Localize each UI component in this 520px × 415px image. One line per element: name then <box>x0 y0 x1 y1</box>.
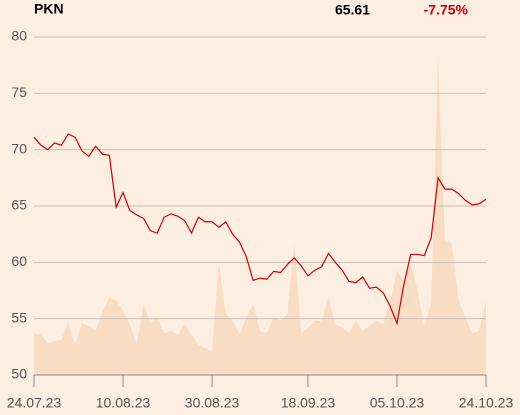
price: 65.61 <box>335 2 370 18</box>
price-line <box>33 133 487 326</box>
volume-area <box>34 57 486 375</box>
x-tick-label: 05.10.23 <box>370 395 425 411</box>
y-tick-label: 75 <box>11 84 27 100</box>
y-tick-label: 60 <box>11 253 27 269</box>
y-tick-label: 70 <box>11 140 27 156</box>
x-tick-label: 18.09.23 <box>281 395 336 411</box>
x-tick-label: 24.10.23 <box>459 395 514 411</box>
y-tick-label: 65 <box>11 197 27 213</box>
change: -7.75% <box>424 2 469 18</box>
x-tick-label: 10.08.23 <box>96 395 151 411</box>
y-tick-label: 55 <box>11 309 27 325</box>
x-tick-label: 30.08.23 <box>185 395 240 411</box>
ticker: PKN <box>34 1 64 17</box>
y-tick-label: 80 <box>11 28 27 44</box>
x-tick-label: 24.07.23 <box>7 395 62 411</box>
y-tick-label: 50 <box>11 366 27 382</box>
